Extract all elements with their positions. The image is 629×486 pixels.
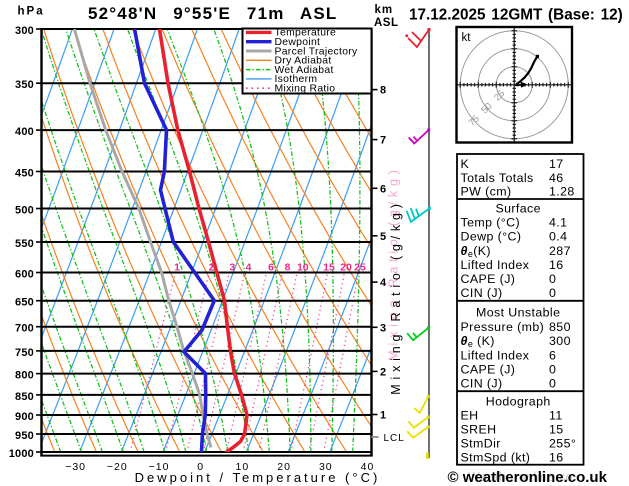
svg-text:Pressure (mb): Pressure (mb) bbox=[461, 320, 545, 334]
svg-text:SREH: SREH bbox=[461, 422, 497, 436]
svg-text:θe(K): θe(K) bbox=[461, 244, 491, 259]
svg-text:0: 0 bbox=[549, 363, 556, 377]
svg-text:650: 650 bbox=[15, 297, 34, 309]
svg-text:850: 850 bbox=[15, 391, 34, 403]
svg-text:−10: −10 bbox=[149, 461, 170, 473]
svg-text:Lifted Index: Lifted Index bbox=[461, 258, 530, 272]
svg-text:Mixing Ratio (g/kg): Mixing Ratio (g/kg) bbox=[389, 199, 403, 394]
svg-text:Dry Adiabat: Dry Adiabat bbox=[275, 56, 332, 67]
svg-text:K: K bbox=[461, 157, 470, 171]
svg-text:2: 2 bbox=[380, 366, 386, 378]
svg-text:16: 16 bbox=[549, 450, 564, 464]
svg-text:750: 750 bbox=[15, 347, 34, 359]
svg-text:EH: EH bbox=[461, 408, 479, 422]
svg-text:Dewpoint: Dewpoint bbox=[275, 37, 321, 48]
svg-text:0.4: 0.4 bbox=[549, 230, 567, 244]
svg-text:© weatheronline.co.uk: © weatheronline.co.uk bbox=[448, 469, 608, 486]
svg-text:30: 30 bbox=[319, 461, 333, 473]
svg-text:15: 15 bbox=[323, 262, 335, 274]
svg-text:10: 10 bbox=[236, 461, 250, 473]
svg-text:6: 6 bbox=[380, 183, 386, 195]
svg-text:700: 700 bbox=[15, 323, 34, 335]
svg-text:Dewp (°C): Dewp (°C) bbox=[461, 230, 522, 244]
svg-text:40: 40 bbox=[361, 461, 375, 473]
svg-text:450: 450 bbox=[15, 168, 34, 180]
svg-text:46: 46 bbox=[549, 171, 564, 185]
svg-text:ASL: ASL bbox=[374, 17, 399, 29]
svg-text:6: 6 bbox=[268, 262, 274, 274]
svg-text:Surface: Surface bbox=[495, 201, 541, 215]
svg-text:0: 0 bbox=[197, 461, 204, 473]
svg-text:8: 8 bbox=[380, 85, 386, 97]
svg-text:3: 3 bbox=[229, 262, 235, 274]
svg-text:Hodograph: Hodograph bbox=[486, 394, 551, 408]
svg-text:17.12.2025 12GMT (Base: 12): 17.12.2025 12GMT (Base: 12) bbox=[409, 7, 623, 24]
svg-text:−30: −30 bbox=[65, 461, 86, 473]
svg-text:4: 4 bbox=[245, 262, 251, 274]
svg-text:6: 6 bbox=[549, 348, 556, 362]
svg-text:Most Unstable: Most Unstable bbox=[476, 306, 560, 320]
svg-text:400: 400 bbox=[15, 126, 34, 138]
svg-text:Mixing Ratio: Mixing Ratio bbox=[275, 84, 336, 95]
svg-text:300: 300 bbox=[549, 334, 571, 348]
svg-text:PW (cm): PW (cm) bbox=[461, 184, 512, 198]
svg-text:LCL: LCL bbox=[384, 433, 405, 444]
svg-text:Weatheronline.co: Weatheronline.co bbox=[468, 470, 573, 484]
svg-text:4.1: 4.1 bbox=[549, 215, 567, 229]
svg-text:8: 8 bbox=[285, 262, 291, 274]
svg-text:850: 850 bbox=[549, 320, 571, 334]
svg-text:600: 600 bbox=[15, 269, 34, 281]
svg-text:StmSpd (kt): StmSpd (kt) bbox=[461, 450, 531, 464]
svg-text:287: 287 bbox=[549, 244, 571, 258]
svg-text:900: 900 bbox=[15, 411, 34, 423]
svg-text:CAPE (J): CAPE (J) bbox=[461, 363, 516, 377]
svg-text:Totals Totals: Totals Totals bbox=[461, 171, 534, 185]
svg-text:Temp (°C): Temp (°C) bbox=[461, 215, 521, 229]
svg-text:1: 1 bbox=[174, 262, 180, 274]
svg-text:350: 350 bbox=[15, 79, 34, 91]
svg-text:4: 4 bbox=[380, 277, 387, 289]
svg-text:550: 550 bbox=[15, 238, 34, 250]
svg-text:1.28: 1.28 bbox=[549, 184, 575, 198]
svg-text:950: 950 bbox=[15, 430, 34, 442]
svg-text:300: 300 bbox=[15, 25, 34, 37]
svg-text:Mixing Ratio (g/kg): Mixing Ratio (g/kg) bbox=[387, 165, 401, 360]
svg-text:Isotherm: Isotherm bbox=[275, 74, 318, 85]
svg-text:Parcel Trajectory: Parcel Trajectory bbox=[275, 46, 359, 57]
svg-text:11: 11 bbox=[549, 408, 563, 422]
svg-text:Dewpoint / Temperature (°C): Dewpoint / Temperature (°C) bbox=[135, 470, 381, 485]
svg-text:2: 2 bbox=[209, 262, 215, 274]
svg-text:20: 20 bbox=[277, 461, 291, 473]
svg-text:17: 17 bbox=[549, 157, 564, 171]
svg-text:θe (K): θe (K) bbox=[461, 334, 495, 349]
svg-text:10: 10 bbox=[297, 262, 309, 274]
svg-text:kt: kt bbox=[462, 32, 472, 44]
svg-text:15: 15 bbox=[549, 422, 564, 436]
svg-text:CIN (J): CIN (J) bbox=[461, 286, 503, 300]
svg-text:0: 0 bbox=[549, 377, 556, 391]
svg-text:StmDir: StmDir bbox=[461, 436, 501, 450]
svg-text:−20: −20 bbox=[107, 461, 128, 473]
svg-text:7: 7 bbox=[380, 135, 386, 147]
svg-text:0: 0 bbox=[549, 272, 556, 286]
svg-text:Lifted Index: Lifted Index bbox=[461, 348, 530, 362]
svg-text:255°: 255° bbox=[549, 436, 576, 450]
svg-text:1: 1 bbox=[380, 410, 386, 422]
svg-text:500: 500 bbox=[15, 205, 34, 217]
svg-text:0: 0 bbox=[549, 286, 556, 300]
svg-text:Wet Adiabat: Wet Adiabat bbox=[275, 65, 334, 76]
svg-text:CAPE (J): CAPE (J) bbox=[461, 272, 516, 286]
svg-text:hPa: hPa bbox=[18, 6, 45, 18]
svg-text:800: 800 bbox=[15, 370, 34, 382]
svg-text:5: 5 bbox=[380, 231, 386, 243]
svg-text:20: 20 bbox=[340, 262, 352, 274]
svg-text:km: km bbox=[375, 4, 394, 16]
svg-text:52°48'N 9°55'E 71m ASL: 52°48'N 9°55'E 71m ASL bbox=[88, 4, 337, 23]
svg-text:Temperature: Temperature bbox=[275, 28, 337, 39]
svg-text:CIN (J): CIN (J) bbox=[461, 377, 503, 391]
svg-text:3: 3 bbox=[380, 322, 386, 334]
svg-text:25: 25 bbox=[354, 262, 366, 274]
svg-text:16: 16 bbox=[549, 258, 564, 272]
svg-text:1000: 1000 bbox=[9, 448, 34, 460]
